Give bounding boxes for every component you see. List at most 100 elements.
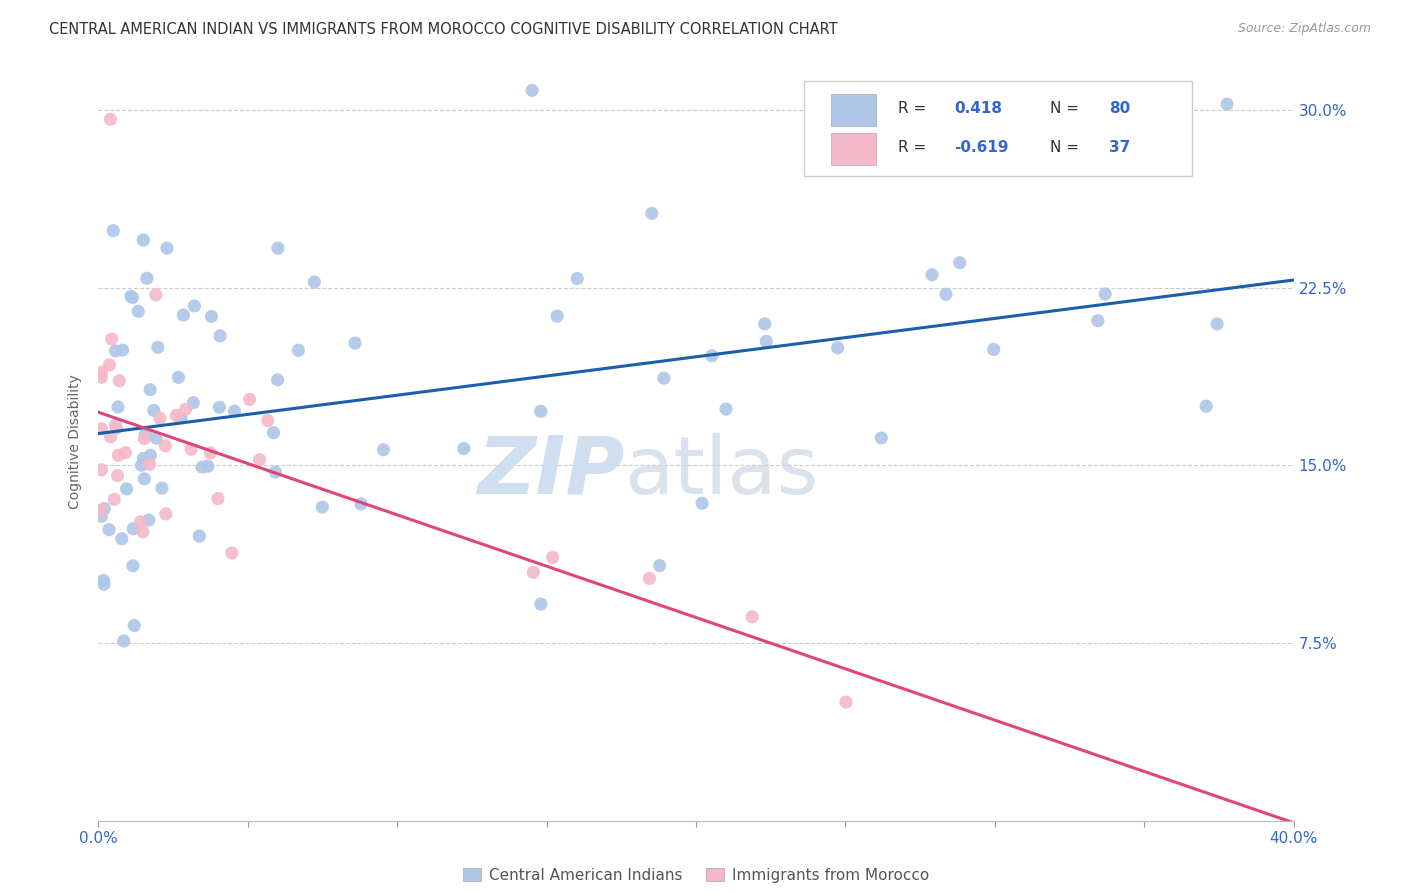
Point	[641, 206, 664, 220]
FancyBboxPatch shape	[831, 133, 876, 165]
Point	[155, 507, 177, 521]
Point	[149, 411, 172, 425]
Point	[104, 343, 127, 358]
Point	[90, 365, 112, 379]
Point	[267, 241, 290, 255]
Point	[115, 482, 138, 496]
Point	[983, 343, 1005, 357]
Point	[530, 597, 553, 611]
Point	[146, 340, 169, 354]
Point	[263, 425, 285, 440]
Text: 0.418: 0.418	[955, 101, 1002, 116]
Point	[156, 241, 179, 255]
Point	[541, 550, 564, 565]
Point	[567, 271, 589, 285]
Point	[188, 529, 211, 543]
Point	[520, 83, 543, 97]
Point	[150, 481, 173, 495]
Point	[200, 446, 222, 460]
Point	[90, 509, 112, 524]
Point	[107, 400, 129, 414]
Point	[100, 430, 122, 444]
Point	[304, 275, 326, 289]
Point	[200, 310, 222, 324]
Point	[949, 255, 972, 269]
Point	[638, 571, 661, 585]
Point	[135, 271, 157, 285]
Point	[714, 402, 737, 417]
Text: CENTRAL AMERICAN INDIAN VS IMMIGRANTS FROM MOROCCO COGNITIVE DISABILITY CORRELAT: CENTRAL AMERICAN INDIAN VS IMMIGRANTS FR…	[49, 22, 838, 37]
Text: R =: R =	[898, 140, 931, 155]
Point	[264, 465, 287, 479]
Point	[132, 233, 155, 247]
Point	[1216, 97, 1239, 112]
Point	[98, 358, 121, 372]
Point	[1206, 317, 1229, 331]
Point	[239, 392, 262, 407]
Point	[112, 634, 135, 648]
Point	[1195, 399, 1218, 413]
Point	[373, 442, 395, 457]
Point	[935, 287, 957, 301]
Point	[134, 472, 156, 486]
Point	[122, 522, 145, 536]
Point	[105, 421, 128, 435]
Text: N =: N =	[1050, 140, 1084, 155]
Point	[135, 427, 157, 442]
Point	[131, 458, 153, 472]
Point	[129, 515, 152, 529]
Point	[145, 431, 167, 445]
Point	[207, 491, 229, 506]
Point	[256, 414, 278, 428]
Point	[522, 566, 544, 580]
Point	[142, 403, 165, 417]
Point	[350, 497, 373, 511]
Point	[167, 370, 190, 384]
Point	[311, 500, 333, 514]
Point	[122, 558, 145, 573]
Point	[181, 395, 204, 409]
Point	[191, 460, 214, 475]
Point	[111, 532, 134, 546]
Point	[139, 448, 162, 462]
Point	[114, 445, 136, 459]
Point	[165, 409, 187, 423]
Text: ZIP: ZIP	[477, 433, 624, 511]
Point	[209, 329, 232, 343]
Point	[530, 404, 553, 418]
Legend: Central American Indians, Immigrants from Morocco: Central American Indians, Immigrants fro…	[457, 862, 935, 888]
Point	[127, 304, 149, 318]
Point	[249, 452, 271, 467]
Point	[90, 463, 112, 477]
Point	[921, 268, 943, 282]
Point	[90, 503, 112, 517]
Point	[108, 374, 131, 388]
Point	[221, 546, 243, 560]
Point	[1094, 287, 1116, 301]
Point	[224, 404, 246, 418]
Point	[121, 290, 143, 304]
Point	[870, 431, 893, 445]
Point	[180, 442, 202, 457]
Point	[93, 574, 115, 588]
Point	[266, 373, 288, 387]
Point	[690, 496, 713, 510]
Point	[344, 336, 367, 351]
Point	[100, 332, 122, 346]
Point	[741, 609, 763, 624]
Point	[174, 402, 197, 417]
Point	[754, 317, 776, 331]
Point	[132, 451, 155, 466]
Point	[155, 439, 177, 453]
Point	[835, 695, 858, 709]
Text: Source: ZipAtlas.com: Source: ZipAtlas.com	[1237, 22, 1371, 36]
Point	[139, 383, 162, 397]
Point	[107, 448, 129, 462]
Point	[546, 309, 568, 323]
Text: atlas: atlas	[624, 433, 818, 511]
Point	[287, 343, 309, 358]
Point	[93, 577, 115, 591]
Point	[98, 523, 121, 537]
Point	[98, 112, 122, 127]
Point	[107, 468, 129, 483]
